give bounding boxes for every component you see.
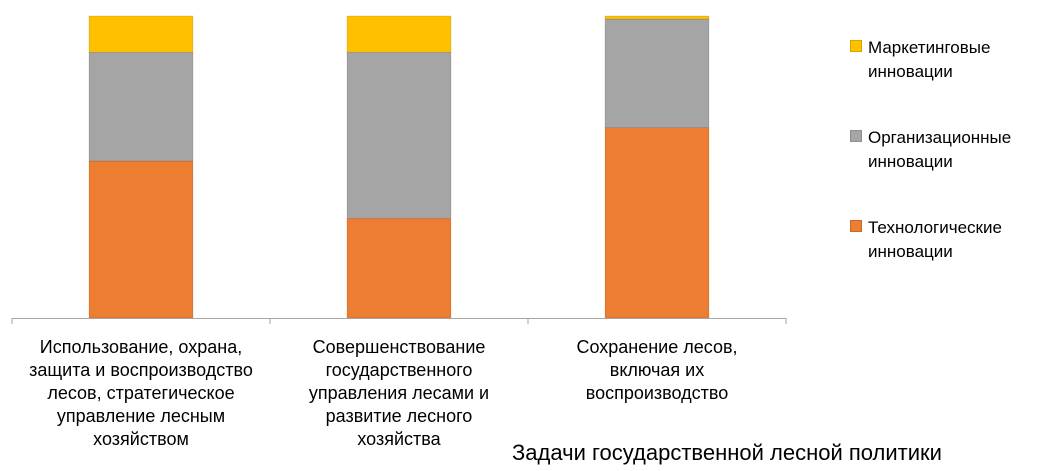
legend-swatch — [850, 130, 862, 142]
legend-label: Технологические инновации — [868, 218, 1002, 261]
legend-swatch — [850, 40, 862, 52]
category-label-2: Совершенствование государственного управ… — [308, 337, 490, 449]
x-axis — [11, 318, 787, 324]
bar-segment-3-category-3 — [604, 15, 710, 20]
bar-segment-3-category-1 — [88, 15, 194, 53]
legend-label: Организационные инновации — [868, 128, 1012, 171]
legend-swatch — [850, 220, 862, 232]
category-label-1: Использование, охрана, защита и воспроиз… — [29, 337, 253, 449]
bar-segment-3-category-2 — [346, 15, 452, 53]
bar-segment-2-category-3 — [604, 18, 710, 128]
bar-segment-1-category-1 — [88, 160, 194, 319]
bar-segment-2-category-1 — [88, 51, 194, 162]
bars-group — [88, 15, 710, 319]
bar-segment-1-category-3 — [604, 127, 710, 319]
x-axis-title: Задачи государственной лесной политики — [512, 440, 942, 465]
legend-label: Маркетинговые инновации — [868, 38, 991, 81]
bar-segment-2-category-2 — [346, 51, 452, 219]
category-label-3: Сохранение лесов, включая их воспроизвод… — [576, 337, 738, 403]
bar-segment-1-category-2 — [346, 218, 452, 319]
